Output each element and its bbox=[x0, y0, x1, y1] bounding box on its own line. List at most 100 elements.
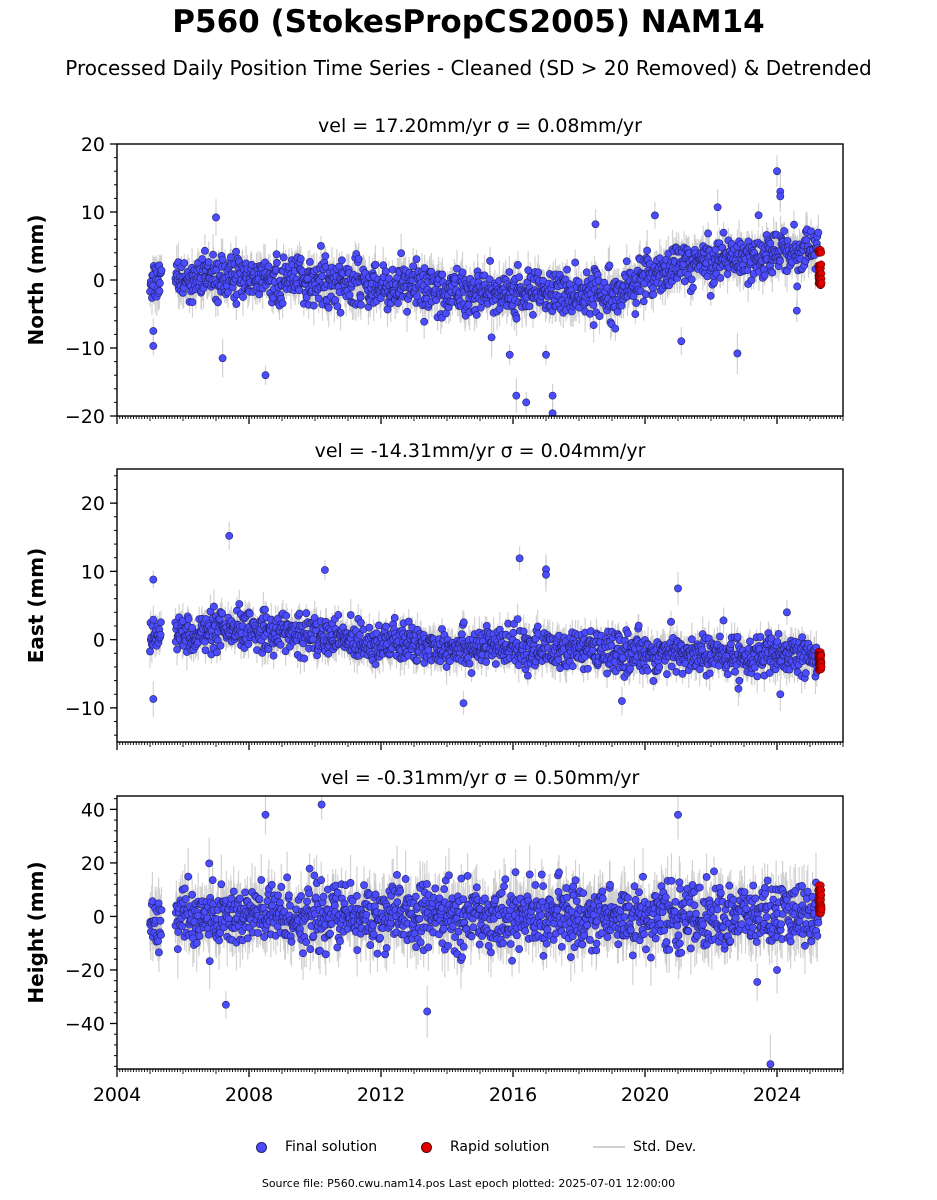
final-point bbox=[524, 266, 533, 275]
series-final-north bbox=[146, 155, 826, 416]
final-point bbox=[776, 256, 784, 265]
final-point bbox=[649, 290, 658, 299]
rapid-point bbox=[817, 279, 826, 288]
final-point bbox=[302, 293, 311, 302]
final-point bbox=[464, 300, 473, 309]
final-point bbox=[272, 250, 281, 259]
final-point bbox=[355, 631, 364, 639]
y-tick-label: −20 bbox=[65, 406, 105, 428]
ylabel-north: North (mm) bbox=[24, 214, 48, 345]
final-point bbox=[631, 310, 640, 319]
final-point bbox=[723, 270, 732, 279]
final-point bbox=[305, 257, 314, 266]
final-point bbox=[157, 266, 166, 275]
final-point bbox=[453, 264, 461, 273]
final-point bbox=[571, 258, 580, 267]
final-point bbox=[680, 277, 689, 286]
final-point bbox=[212, 213, 220, 222]
final-point bbox=[309, 635, 317, 644]
final-point bbox=[218, 609, 226, 618]
final-point bbox=[611, 324, 620, 333]
final-point bbox=[514, 261, 522, 269]
final-point bbox=[376, 294, 385, 302]
final-point bbox=[204, 258, 213, 266]
final-point bbox=[264, 262, 273, 271]
final-point bbox=[214, 298, 222, 307]
final-point bbox=[198, 255, 207, 263]
final-point bbox=[201, 646, 210, 655]
final-point bbox=[346, 611, 355, 619]
final-point bbox=[188, 298, 197, 307]
final-point bbox=[548, 409, 557, 416]
final-point bbox=[713, 203, 722, 212]
final-point bbox=[244, 640, 253, 648]
chart-canvas: vel = 17.20mm/yr σ = 0.08mm/yr North (mm)… bbox=[24, 115, 844, 1106]
final-point bbox=[295, 609, 304, 618]
final-point bbox=[371, 660, 380, 669]
final-point bbox=[622, 257, 631, 266]
final-point bbox=[525, 302, 534, 311]
final-point bbox=[563, 265, 571, 274]
final-point bbox=[357, 618, 365, 627]
final-point bbox=[632, 299, 641, 307]
final-point bbox=[487, 333, 496, 342]
y-tick-label: 20 bbox=[81, 134, 105, 156]
final-point bbox=[210, 602, 218, 611]
final-point bbox=[300, 654, 309, 663]
final-point bbox=[232, 247, 240, 256]
series-rapid-north bbox=[814, 245, 826, 290]
final-point bbox=[651, 211, 659, 220]
final-point bbox=[512, 314, 521, 323]
final-point bbox=[149, 342, 158, 350]
final-point bbox=[768, 268, 777, 277]
final-point bbox=[317, 242, 325, 250]
final-point bbox=[324, 649, 333, 658]
final-point bbox=[184, 615, 193, 623]
final-point bbox=[814, 228, 823, 237]
page-title: P560 (StokesPropCS2005) NAM14 bbox=[172, 4, 765, 40]
final-point bbox=[276, 640, 285, 649]
final-point bbox=[239, 293, 247, 301]
final-point bbox=[704, 229, 712, 238]
final-point bbox=[505, 268, 514, 276]
final-point bbox=[412, 255, 421, 263]
final-point bbox=[173, 645, 181, 654]
final-point bbox=[716, 274, 725, 282]
final-point bbox=[719, 228, 728, 237]
final-point bbox=[542, 350, 550, 359]
final-point bbox=[372, 629, 381, 638]
ylabel-east: East (mm) bbox=[24, 548, 48, 664]
final-point bbox=[356, 293, 365, 302]
final-point bbox=[156, 618, 165, 627]
final-point bbox=[689, 283, 697, 292]
final-point bbox=[629, 292, 638, 301]
final-point bbox=[357, 300, 365, 309]
final-point bbox=[522, 398, 531, 407]
final-point bbox=[223, 288, 232, 297]
final-point bbox=[420, 264, 429, 273]
final-point bbox=[149, 615, 158, 624]
final-point bbox=[512, 391, 521, 400]
final-point bbox=[485, 275, 494, 284]
panel-north: vel = 17.20mm/yr σ = 0.08mm/yr North (mm)… bbox=[24, 115, 844, 428]
final-point bbox=[333, 302, 342, 311]
series-final-east bbox=[146, 522, 826, 717]
y-tick-label: 0 bbox=[93, 270, 105, 292]
final-point bbox=[371, 260, 380, 269]
final-point bbox=[216, 641, 225, 650]
final-point bbox=[476, 303, 485, 312]
final-point bbox=[733, 349, 742, 358]
final-point bbox=[438, 270, 447, 279]
panel-title-north: vel = 17.20mm/yr σ = 0.08mm/yr bbox=[318, 115, 642, 137]
final-point bbox=[218, 255, 227, 264]
final-point bbox=[754, 211, 763, 220]
final-point bbox=[403, 307, 412, 316]
final-point bbox=[783, 236, 792, 245]
final-point bbox=[309, 301, 318, 310]
final-point bbox=[776, 192, 785, 201]
final-point bbox=[278, 299, 287, 308]
final-point bbox=[295, 286, 304, 295]
final-point bbox=[420, 317, 429, 326]
final-point bbox=[413, 292, 422, 301]
final-point bbox=[321, 252, 330, 261]
